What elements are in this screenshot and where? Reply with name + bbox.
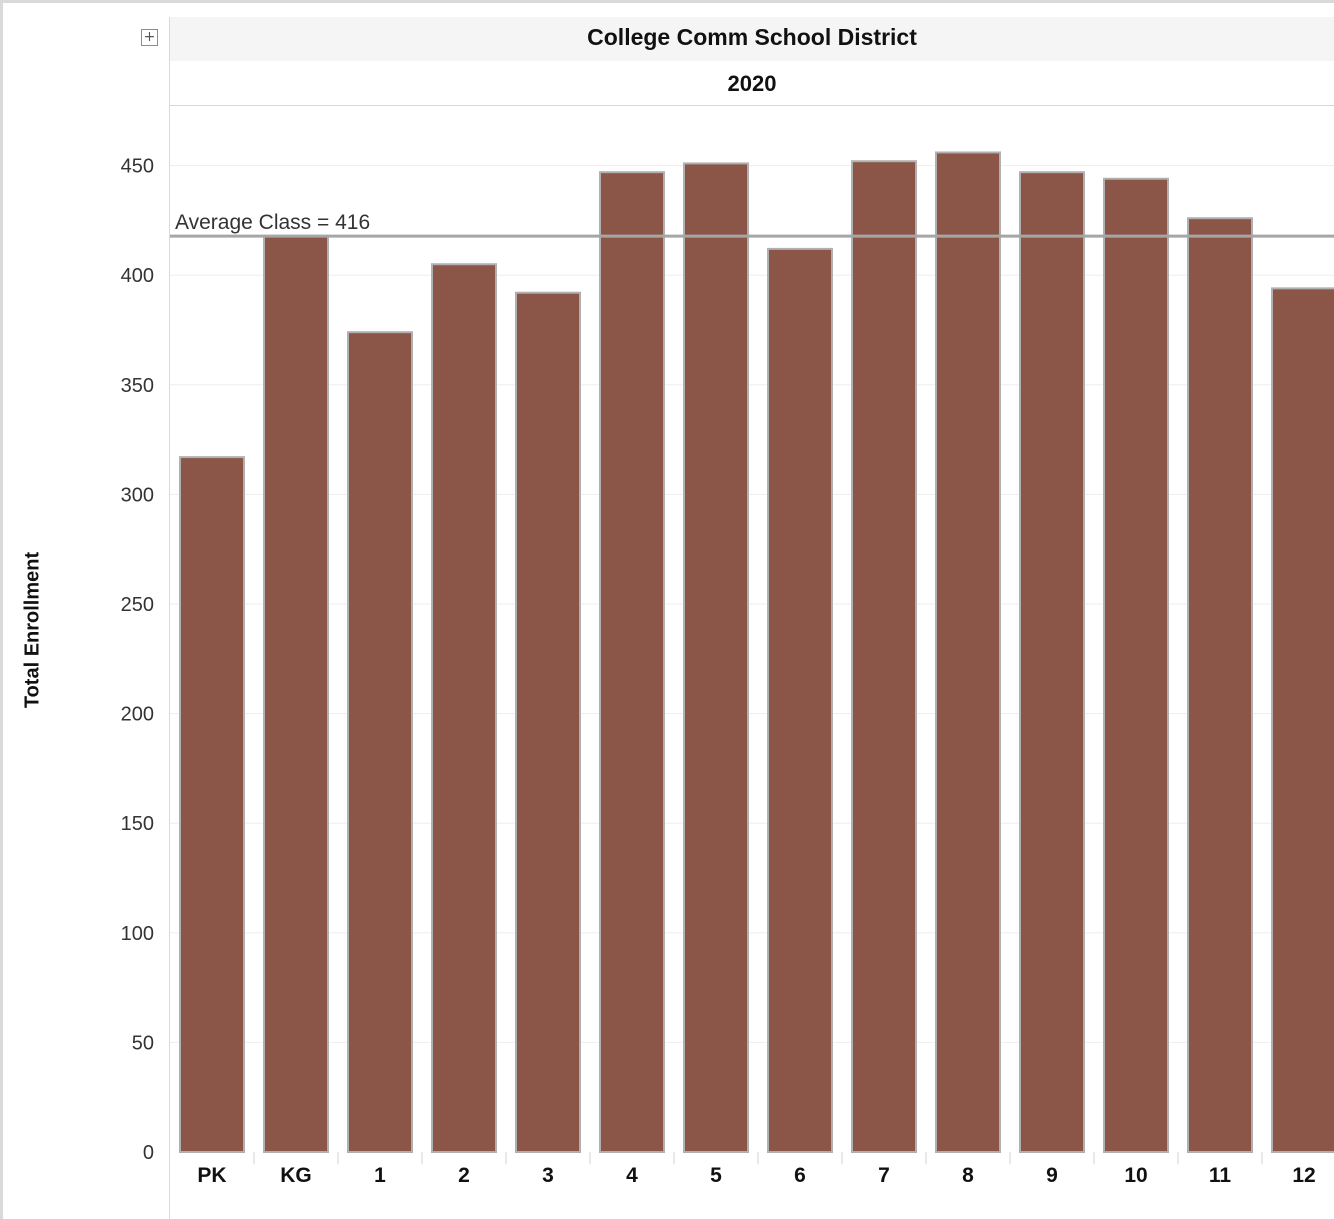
x-tick-label: 3 xyxy=(542,1164,554,1187)
bar-9[interactable] xyxy=(1019,171,1085,1153)
average-reference-label: Average Class = 416 xyxy=(175,211,370,234)
expand-plus-icon[interactable]: + xyxy=(141,29,158,46)
bar-series xyxy=(179,151,1334,1153)
x-tick-label: KG xyxy=(280,1164,312,1187)
bar-1[interactable] xyxy=(347,331,413,1153)
bar-12[interactable] xyxy=(1271,287,1334,1153)
x-tick-separators xyxy=(253,1152,1263,1164)
x-tick-label: 12 xyxy=(1292,1164,1315,1187)
x-tick-label: 9 xyxy=(1046,1164,1058,1187)
x-tick-label: 8 xyxy=(962,1164,974,1187)
bar-4[interactable] xyxy=(599,171,665,1153)
x-tick-label: 7 xyxy=(878,1164,890,1187)
y-tick-label: 150 xyxy=(121,813,154,835)
bar-10[interactable] xyxy=(1103,177,1169,1153)
y-tick-labels: 0 50 100 150 200 250 300 350 400 450 xyxy=(121,156,154,1164)
x-tick-label: 5 xyxy=(710,1164,722,1187)
year-header: 2020 xyxy=(727,71,777,96)
district-header-band xyxy=(170,17,1334,61)
left-frame-border xyxy=(0,0,3,1219)
bar-3[interactable] xyxy=(515,291,581,1153)
y-tick-label: 250 xyxy=(121,594,154,616)
reference-line-group: Average Class = 416 xyxy=(170,211,1334,238)
bar-PK[interactable] xyxy=(179,456,245,1153)
district-title: College Comm School District xyxy=(587,24,917,50)
bar-6[interactable] xyxy=(767,247,833,1153)
y-tick-label: 100 xyxy=(121,923,154,945)
y-tick-label: 50 xyxy=(132,1032,154,1054)
bar-KG[interactable] xyxy=(263,234,329,1153)
x-tick-label: 1 xyxy=(374,1164,386,1187)
bar-5[interactable] xyxy=(683,162,749,1153)
y-tick-label: 200 xyxy=(121,704,154,726)
x-tick-label: 6 xyxy=(794,1164,806,1187)
y-tick-label: 400 xyxy=(121,265,154,287)
x-tick-label: 4 xyxy=(626,1164,638,1187)
bar-2[interactable] xyxy=(431,263,497,1153)
x-tick-label: 10 xyxy=(1124,1164,1147,1187)
y-tick-label: 300 xyxy=(121,484,154,506)
x-tick-label: PK xyxy=(197,1164,226,1187)
header-separator xyxy=(170,105,1334,106)
top-frame-border xyxy=(0,0,1334,3)
x-tick-label: 2 xyxy=(458,1164,470,1187)
bar-11[interactable] xyxy=(1187,217,1253,1153)
y-tick-label: 0 xyxy=(143,1142,154,1164)
x-tick-labels: PK KG 1 2 3 4 5 6 7 8 9 10 11 12 xyxy=(197,1164,1315,1187)
y-tick-label: 450 xyxy=(121,156,154,178)
bar-7[interactable] xyxy=(851,160,917,1153)
y-tick-label: 350 xyxy=(121,375,154,397)
bar-8[interactable] xyxy=(935,151,1001,1153)
x-tick-label: 11 xyxy=(1209,1164,1232,1187)
